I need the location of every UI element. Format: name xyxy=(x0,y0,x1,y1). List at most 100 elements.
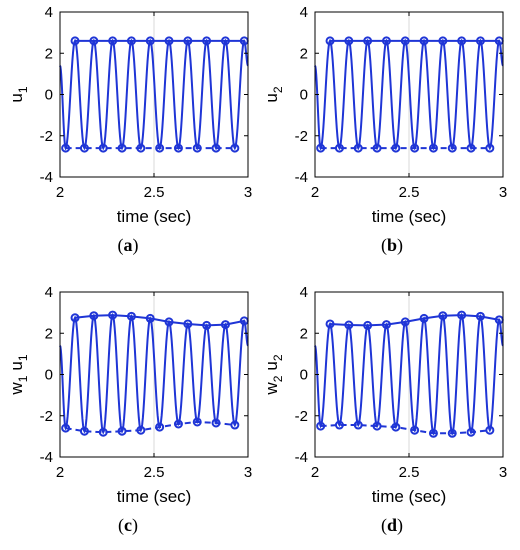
y-tick-label: 4 xyxy=(300,4,308,21)
series-curve xyxy=(59,38,249,151)
peak-marker xyxy=(457,310,467,320)
peak-marker xyxy=(438,311,448,321)
peak-marker xyxy=(183,36,193,46)
series-curve xyxy=(59,312,249,435)
y-label-symbol: w xyxy=(7,382,26,396)
y-tick-label: 2 xyxy=(300,325,308,342)
upper-envelope xyxy=(329,314,500,327)
peak-marker xyxy=(183,319,193,329)
trough-marker xyxy=(353,143,363,153)
y-tick-label: -4 xyxy=(40,449,53,466)
lower-envelope xyxy=(320,424,490,435)
y-label-symbol: u xyxy=(7,361,26,370)
x-tick-label: 2 xyxy=(56,184,64,201)
trough-marker xyxy=(79,426,89,436)
trough-marker xyxy=(353,420,363,430)
trough-marker xyxy=(173,419,183,429)
trough-marker xyxy=(117,426,127,436)
y-label-subscript: 2 xyxy=(271,354,285,361)
trough-marker xyxy=(98,143,108,153)
x-tick-label: 2.5 xyxy=(144,184,165,201)
trough-marker xyxy=(372,143,382,153)
x-tick-label: 2.5 xyxy=(399,464,420,481)
peak-marker xyxy=(475,311,485,321)
peak-marker xyxy=(145,36,155,46)
y-tick-label: -2 xyxy=(40,408,53,425)
y-label-symbol: u xyxy=(262,93,281,102)
peak-marker xyxy=(70,36,80,46)
peak-marker xyxy=(202,320,212,330)
trough-marker xyxy=(485,425,495,435)
trough-marker xyxy=(61,143,71,153)
trough-marker xyxy=(428,428,438,438)
peak-marker xyxy=(325,319,335,329)
trough-marker xyxy=(391,422,401,432)
series-curve xyxy=(314,38,504,151)
y-label-subscript: 2 xyxy=(271,375,285,382)
trough-marker xyxy=(61,423,71,433)
y-label-symbol: u xyxy=(262,361,281,370)
caption-part: d xyxy=(387,515,397,535)
peak-marker xyxy=(325,36,335,46)
trough-marker xyxy=(155,143,165,153)
y-axis-label: u1 xyxy=(7,86,30,102)
x-tick-label: 3 xyxy=(499,184,507,201)
y-tick-label: 2 xyxy=(300,45,308,62)
trough-marker xyxy=(155,422,165,432)
peak-marker xyxy=(400,36,410,46)
y-tick-label: 4 xyxy=(45,284,53,301)
y-tick-label: -2 xyxy=(40,128,53,145)
y-label-subscript: 1 xyxy=(16,354,30,361)
peak-marker xyxy=(70,313,80,323)
peak-marker xyxy=(126,36,136,46)
caption-part: c xyxy=(124,515,132,535)
panel-caption: (c) xyxy=(118,515,138,536)
panel-caption: (b) xyxy=(381,235,403,256)
upper-envelope xyxy=(74,314,245,327)
y-tick-label: -4 xyxy=(295,449,308,466)
y-axis-label: w2u2 xyxy=(262,354,285,395)
peak-marker xyxy=(220,36,230,46)
trough-marker xyxy=(316,143,326,153)
peak-marker xyxy=(164,36,174,46)
x-axis-label: time (sec) xyxy=(117,487,192,506)
trough-marker xyxy=(447,428,457,438)
trough-marker xyxy=(136,143,146,153)
trough-marker xyxy=(334,420,344,430)
peak-marker xyxy=(419,313,429,323)
y-tick-label: 2 xyxy=(45,325,53,342)
panel-a: -4 -2 0 2 4 2 2.5 3 time (sec) u1 (a) xyxy=(7,4,252,256)
peak-marker xyxy=(108,36,118,46)
peak-marker xyxy=(220,320,230,330)
x-axis-label: time (sec) xyxy=(117,207,192,226)
x-axis-label: time (sec) xyxy=(372,207,447,226)
caption-part: ( xyxy=(118,515,124,536)
caption-part: ) xyxy=(132,515,138,536)
y-label-subscript: 1 xyxy=(16,375,30,382)
x-tick-label: 2.5 xyxy=(144,464,165,481)
trough-marker xyxy=(79,143,89,153)
peak-marker xyxy=(344,320,354,330)
y-tick-label: -2 xyxy=(295,408,308,425)
trough-marker xyxy=(173,143,183,153)
trough-marker xyxy=(316,421,326,431)
x-tick-label: 2 xyxy=(311,184,319,201)
peak-marker xyxy=(457,36,467,46)
x-tick-label: 3 xyxy=(499,464,507,481)
y-label-subscript: 1 xyxy=(16,86,30,93)
trough-marker xyxy=(211,143,221,153)
caption-part: ) xyxy=(397,515,403,536)
y-tick-label: -2 xyxy=(295,128,308,145)
trough-marker xyxy=(410,143,420,153)
x-axis-label: time (sec) xyxy=(372,487,447,506)
x-tick-label: 2 xyxy=(311,464,319,481)
trough-marker xyxy=(230,420,240,430)
panel-caption: (d) xyxy=(381,515,403,536)
trough-marker xyxy=(428,143,438,153)
peak-marker xyxy=(381,320,391,330)
trough-marker xyxy=(466,143,476,153)
